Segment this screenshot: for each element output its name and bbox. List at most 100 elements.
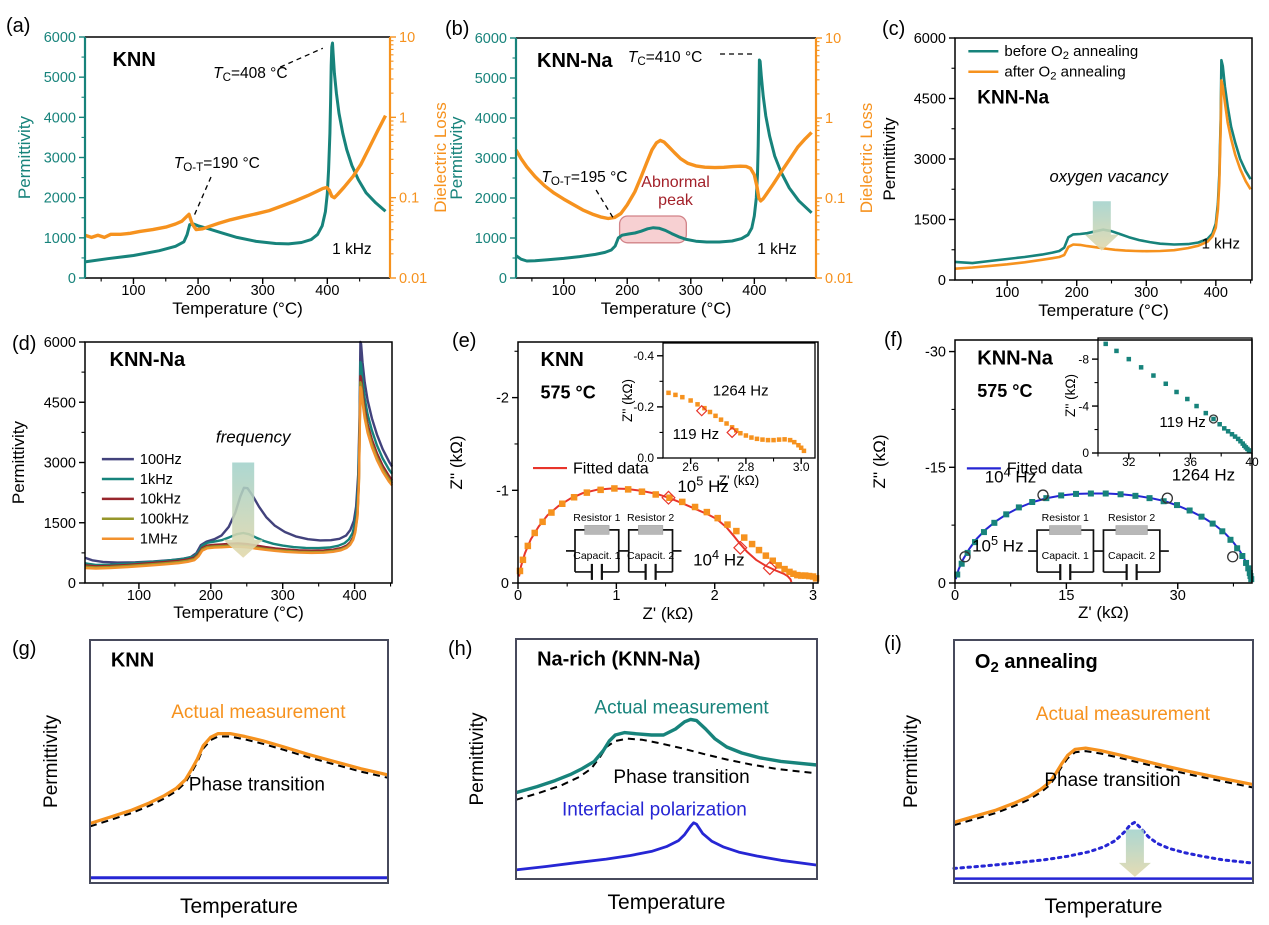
legend-item: Fitted data: [573, 460, 649, 477]
panel-letter-a: (a): [6, 15, 31, 37]
y-axis-label: Z'' (kΩ): [447, 435, 466, 489]
y-tick: 1000: [44, 231, 76, 247]
phase-transition-label: Phase transition: [1044, 770, 1180, 791]
series-actual-measurement: [953, 746, 1254, 824]
y-tick: -2: [496, 391, 509, 407]
x-axis-label: Temperature: [180, 895, 298, 918]
resistor-label: Resistor 1: [1042, 512, 1089, 524]
y-axis-label: Z'' (kΩ): [1063, 374, 1078, 417]
x-axis-label: Temperature (°C): [173, 603, 304, 622]
y-tick: -0.4: [633, 349, 654, 363]
y-tick: -4: [1078, 399, 1089, 413]
x-tick: 3: [809, 588, 817, 604]
plot-group: 100 200 300 400 Temperature (°C) 0 1500 3000 450…: [9, 335, 394, 622]
freq-1e4-label: 104 Hz: [693, 547, 745, 569]
x-tick: 100: [552, 283, 576, 299]
sample-label: KNN-Na: [537, 50, 613, 72]
plot-frame: [953, 639, 1254, 884]
plot-frame: [517, 341, 819, 584]
plot-group: Temperature Permittivity O2 annealing Actua…: [901, 639, 1255, 918]
x-tick: 32: [1122, 455, 1136, 469]
plot-group: 2.6 2.8 3.0 Z' (kΩ) 0.0 -0.2 -0.4 Z'' (kΩ) 1264 …: [620, 342, 816, 488]
y-tick: 1500: [44, 516, 76, 532]
series-permittivity-1kHz: [515, 58, 813, 263]
plot-frame: [1097, 337, 1253, 454]
y-tick: -0.2: [633, 400, 654, 414]
y-tick: 4000: [44, 110, 76, 126]
x-tick: 3.0: [793, 460, 810, 474]
panel-i: (i) Temperature Permittivity O2 annealing A…: [855, 630, 1269, 925]
resistor-symbol: [1115, 525, 1148, 535]
series-fitted-curve: [518, 487, 793, 583]
series-before-annealing: [954, 58, 1252, 265]
x-tick: 0: [514, 588, 522, 604]
y2-tick: 1: [825, 111, 833, 127]
y-tick: 0: [499, 271, 507, 287]
plot-group: 32 36 40 0 -4 -8Z'' (kΩ) 119 Hz: [1063, 337, 1259, 469]
x-tick: 200: [186, 283, 210, 299]
tc-label: TC=410 °C: [628, 49, 702, 68]
plot-frame: [515, 638, 818, 880]
plot-frame: [662, 342, 816, 459]
panel-e: (e) 0 1 2 3 Z' (kΩ) 0 -1 -2 Z'' (kΩ) KNN 575 °C Fit…: [430, 315, 855, 625]
sample-label: KNN: [112, 49, 155, 71]
series-phase-transition: [89, 735, 389, 828]
frequency-label: 1 kHz: [332, 241, 372, 258]
y-axis-label: Permittivity: [880, 117, 899, 201]
y-tick: 4500: [914, 92, 946, 108]
y-axis-label: Z'' (kΩ): [620, 379, 635, 422]
x-tick: 2.6: [682, 460, 699, 474]
x-tick: 36: [1184, 455, 1198, 469]
annealing-legend: before O2 annealing after O2 annealing: [968, 43, 1138, 83]
x-tick: 200: [615, 283, 639, 299]
tot-label: TO-T=195 °C: [541, 169, 627, 188]
plot-group: 0 1 2 3 Z' (kΩ) 0 -1 -2 Z'' (kΩ) KNN 575 °C Fitted …: [447, 341, 820, 623]
y-axis-label: Permittivity: [467, 712, 488, 805]
y-tick: 5000: [475, 71, 507, 87]
series-inset-freq-marker: [1208, 414, 1219, 424]
plot-frame: [89, 639, 389, 884]
y-tick: 2000: [44, 191, 76, 207]
y-tick: 6000: [475, 31, 507, 47]
x-tick: 300: [251, 283, 275, 299]
panel-letter-h: (h): [448, 638, 473, 660]
y-tick: 0: [938, 273, 946, 289]
resistor-symbol: [1049, 525, 1082, 535]
x-tick: 15: [1058, 588, 1074, 604]
x-axis-label: Temperature (°C): [1038, 301, 1169, 320]
tot-pointer: [595, 189, 614, 219]
abnormal-label-1: Abnormal: [641, 174, 709, 191]
plot-group: Temperature Permittivity Na-rich (KNN-Na) A…: [467, 638, 818, 914]
actual-measurement-label: Actual measurement: [594, 697, 769, 718]
panel-f: (f) 0 15 30 Z' (kΩ) 0 -15 -30 Z'' (kΩ) KNN-Na 575…: [855, 315, 1269, 625]
abnormal-label-2: peak: [658, 192, 694, 209]
panel-d: (d) 100 200 300 400 Temperature (°C) 0 1500 300…: [0, 315, 430, 625]
capacitor-label: Capacit. 2: [1108, 550, 1155, 562]
x-tick: 400: [315, 283, 339, 299]
panel-letter-f: (f): [884, 329, 903, 351]
panel-g: (g) Temperature Permittivity KNN Actual mea…: [0, 630, 430, 925]
y-tick: 2000: [475, 191, 507, 207]
x-tick: 2: [711, 588, 719, 604]
panel-h: (h) Temperature Permittivity Na-rich (KNN-…: [430, 630, 855, 925]
y-tick: 1500: [914, 213, 946, 229]
series-interfacial-polarization-dotted: [952, 820, 1255, 870]
panel-i-plot: Temperature Permittivity O2 annealing Actua…: [901, 639, 1255, 918]
panel-letter-d: (d): [12, 333, 37, 355]
legend-item: 10kHz: [140, 492, 181, 508]
series-phase-transition: [953, 750, 1254, 827]
panel-f-plot: 0 15 30 Z' (kΩ) 0 -15 -30 Z'' (kΩ) KNN-Na 575 °C F…: [870, 337, 1259, 622]
freq-1e5-label: 105 Hz: [972, 533, 1024, 555]
y-tick: 6000: [44, 335, 76, 351]
x-axis-label: Z' (kΩ): [643, 604, 694, 623]
x-axis-label: Z' (kΩ): [1078, 603, 1129, 622]
frequency-label: 1 kHz: [757, 241, 797, 258]
y-axis-label: Z'' (kΩ): [870, 434, 889, 488]
x-tick: 400: [1204, 285, 1228, 301]
y2-tick: 1: [399, 110, 407, 126]
y-tick: -15: [925, 460, 946, 476]
x-axis-label: Temperature: [1045, 895, 1163, 918]
y-tick: 4000: [475, 111, 507, 127]
y-tick: 3000: [914, 152, 946, 168]
panel-letter-g: (g): [12, 638, 37, 660]
